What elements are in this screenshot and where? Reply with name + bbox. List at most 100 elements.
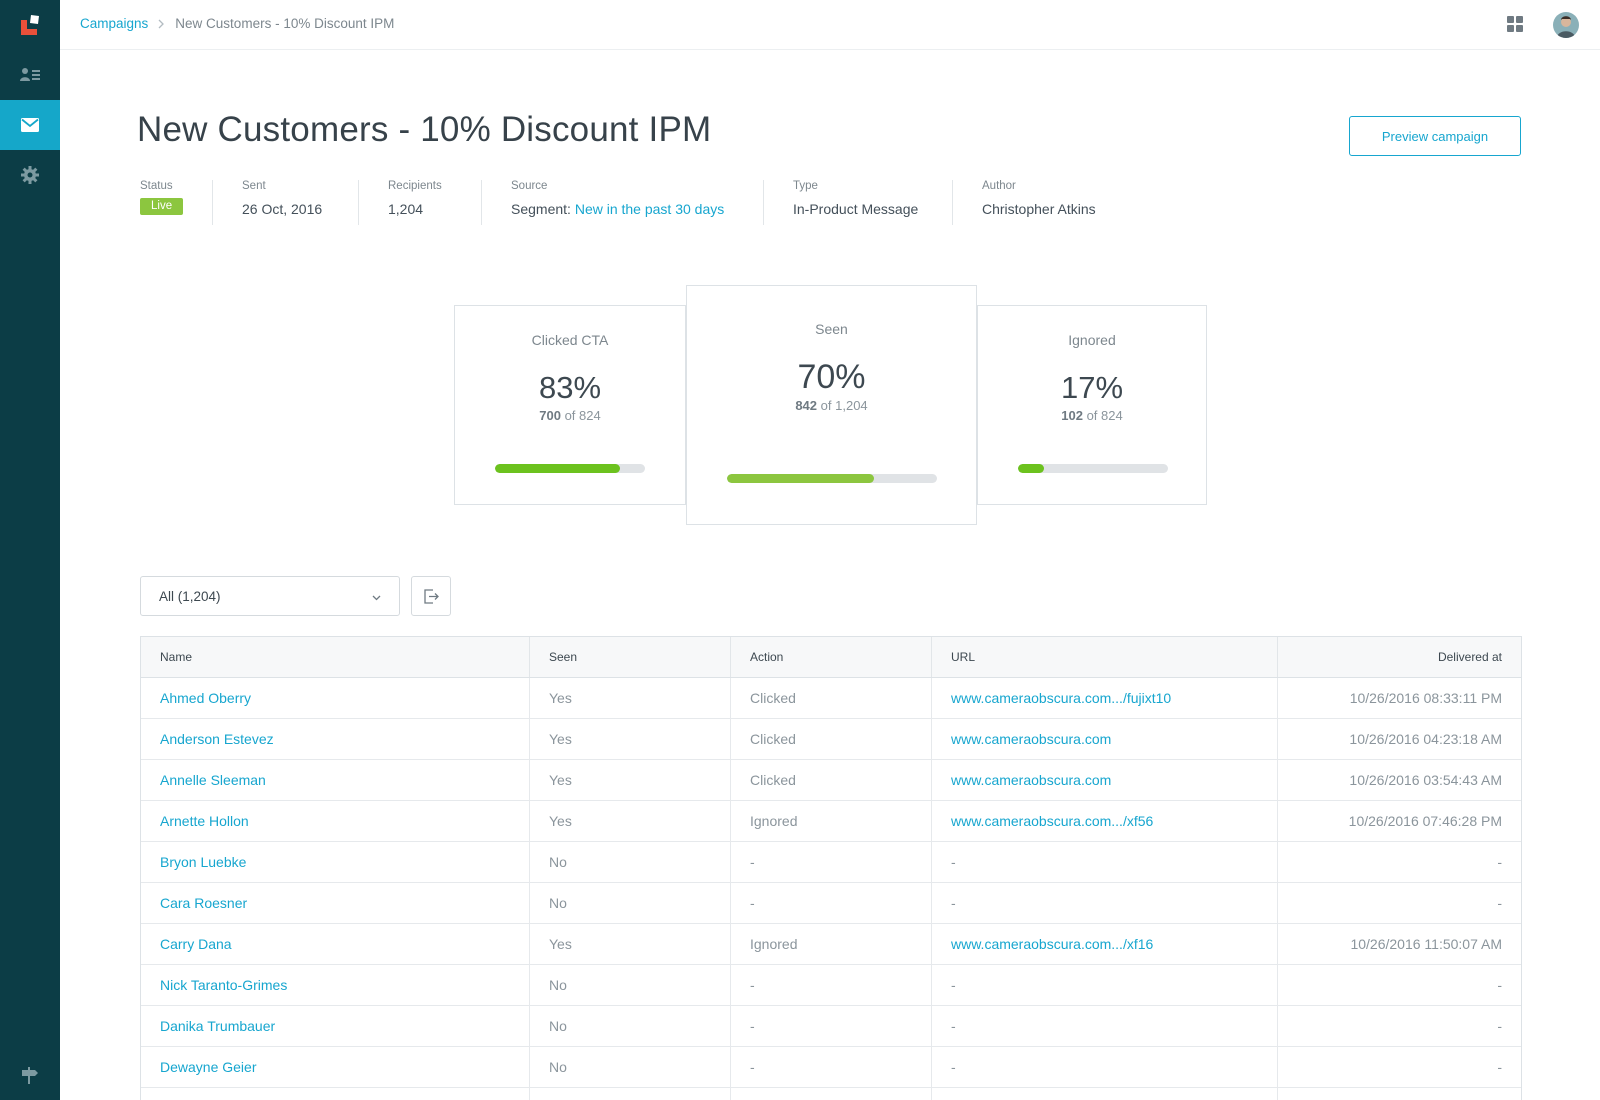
mail-icon[interactable] (0, 100, 60, 150)
logo-icon[interactable] (0, 0, 60, 50)
cell-url[interactable]: www.cameraobscura.com.../fujixt10 (932, 678, 1278, 718)
cell-delivered-at: - (1497, 1018, 1502, 1034)
table-row[interactable]: Danika Trumbauer No - - - (141, 1006, 1521, 1047)
table-row[interactable]: Nick Taranto-Grimes No - - - (141, 965, 1521, 1006)
chevron-right-icon (158, 19, 165, 29)
progress-fill (727, 474, 874, 483)
cell-name[interactable]: Danika Trumbauer (141, 1006, 530, 1046)
cell-name (141, 1088, 530, 1100)
cell-name[interactable]: Nick Taranto-Grimes (141, 965, 530, 1005)
progress-bar (727, 474, 937, 483)
stat-count: 700 of 824 (455, 408, 685, 423)
contacts-icon[interactable] (0, 50, 60, 100)
table-row[interactable]: Carry Dana Yes Ignored www.cameraobscura.co… (141, 924, 1521, 965)
divider (212, 180, 213, 225)
user-avatar[interactable] (1553, 12, 1579, 38)
recipient-filter-select[interactable]: All (1,204) (140, 576, 400, 616)
meta-status: Status Live (140, 180, 184, 226)
cell-url (932, 1088, 1278, 1100)
cell-delivered-at: - (1497, 854, 1502, 870)
table-row[interactable]: Dewayne Geier No - - - (141, 1047, 1521, 1088)
stat-percent: 83% (538, 370, 602, 405)
export-button[interactable] (411, 576, 451, 616)
meta-label: Sent (242, 180, 266, 192)
cell-url: - (932, 1047, 1278, 1087)
cell-name[interactable]: Annelle Sleeman (141, 760, 530, 800)
stat-percent: 17% (1060, 370, 1124, 405)
cell-name[interactable]: Cara Roesner (141, 883, 530, 923)
stat-count-value: 842 (795, 398, 818, 413)
cell-delivered-at: 10/26/2016 03:54:43 AM (1349, 772, 1502, 788)
cell-name[interactable]: Bryon Luebke (141, 842, 530, 882)
cell-url[interactable]: www.cameraobscura.com.../xf56 (932, 801, 1278, 841)
cell-url: - (932, 1006, 1278, 1046)
column-header-seen[interactable]: Seen (530, 637, 731, 677)
cell-seen: Yes (530, 719, 731, 759)
meta-value: 26 Oct, 2016 (242, 201, 323, 217)
stat-total: 824 (1101, 408, 1123, 423)
meta-value: 1,204 (388, 201, 424, 217)
breadcrumb: Campaigns New Customers - 10% Discount I… (80, 16, 394, 31)
meta-author: Author Christopher Atkins (982, 180, 1096, 226)
meta-value: Segment: New in the past 30 days (511, 201, 724, 217)
cell-delivered-at: - (1497, 1059, 1502, 1075)
table-row[interactable]: Annelle Sleeman Yes Clicked www.cameraobscu… (141, 760, 1521, 801)
cell-url[interactable]: www.cameraobscura.com.../xf16 (932, 924, 1278, 964)
meta-label: Recipients (388, 180, 442, 192)
table-row[interactable]: Bryon Luebke No - - - (141, 842, 1521, 883)
stat-card-ignored: Ignored 17% 102 of 824 (977, 305, 1207, 505)
stat-of-label: of (564, 408, 576, 423)
stat-title: Clicked CTA (531, 332, 609, 348)
cell-name[interactable]: Ahmed Oberry (141, 678, 530, 718)
progress-fill (495, 464, 620, 473)
top-bar: Campaigns New Customers - 10% Discount I… (60, 0, 1600, 50)
stat-card-seen: Seen 70% 842 of 1,204 (686, 285, 977, 525)
progress-bar (1018, 464, 1168, 473)
cell-delivered-at: 10/26/2016 07:46:28 PM (1348, 813, 1502, 829)
table-row[interactable]: Ahmed Oberry Yes Clicked www.cameraobscura.… (141, 678, 1521, 719)
cell-name[interactable]: Carry Dana (141, 924, 530, 964)
cell-seen: No (530, 1006, 731, 1046)
cell-name[interactable]: Dewayne Geier (141, 1047, 530, 1087)
column-header-delivered-at[interactable]: Delivered at (1437, 650, 1502, 664)
cell-name[interactable]: Arnette Hollon (141, 801, 530, 841)
cell-action: - (731, 1006, 932, 1046)
table-row[interactable]: Arnette Hollon Yes Ignored www.cameraobscur… (141, 801, 1521, 842)
stat-title: Ignored (1068, 332, 1116, 348)
cell-name[interactable]: Anderson Estevez (141, 719, 530, 759)
table-row[interactable] (141, 1088, 1521, 1100)
chevron-down-icon (372, 589, 381, 604)
stat-count: 102 of 824 (978, 408, 1206, 423)
cell-action: - (731, 842, 932, 882)
divider (952, 180, 953, 225)
meta-type: Type In-Product Message (793, 180, 918, 226)
progress-fill (1018, 464, 1044, 473)
meta-label: Author (982, 180, 1016, 192)
cell-action: Ignored (731, 801, 932, 841)
column-header-url[interactable]: URL (932, 637, 1278, 677)
apps-grid-icon[interactable] (1507, 16, 1525, 34)
segment-link[interactable]: New in the past 30 days (574, 201, 725, 217)
preview-campaign-button[interactable]: Preview campaign (1349, 116, 1521, 156)
meta-value: Christopher Atkins (982, 201, 1096, 217)
cell-action: - (731, 1047, 932, 1087)
cell-action: Clicked (731, 719, 932, 759)
divider (481, 180, 482, 225)
status-badge: Live (140, 198, 184, 215)
table-row[interactable]: Cara Roesner No - - - (141, 883, 1521, 924)
divider (763, 180, 764, 225)
cell-url[interactable]: www.cameraobscura.com (932, 719, 1278, 759)
column-header-name[interactable]: Name (141, 637, 530, 677)
signpost-icon[interactable] (0, 1050, 60, 1100)
breadcrumb-campaigns-link[interactable]: Campaigns (80, 16, 149, 31)
meta-recipients: Recipients 1,204 (388, 180, 442, 226)
breadcrumb-current: New Customers - 10% Discount IPM (175, 16, 395, 31)
meta-value: In-Product Message (793, 201, 919, 217)
column-header-action[interactable]: Action (731, 637, 932, 677)
cell-seen: Yes (530, 678, 731, 718)
divider (358, 180, 359, 225)
cell-action: Ignored (731, 924, 932, 964)
gear-icon[interactable] (0, 150, 60, 200)
table-row[interactable]: Anderson Estevez Yes Clicked www.cameraobsc… (141, 719, 1521, 760)
cell-url[interactable]: www.cameraobscura.com (932, 760, 1278, 800)
